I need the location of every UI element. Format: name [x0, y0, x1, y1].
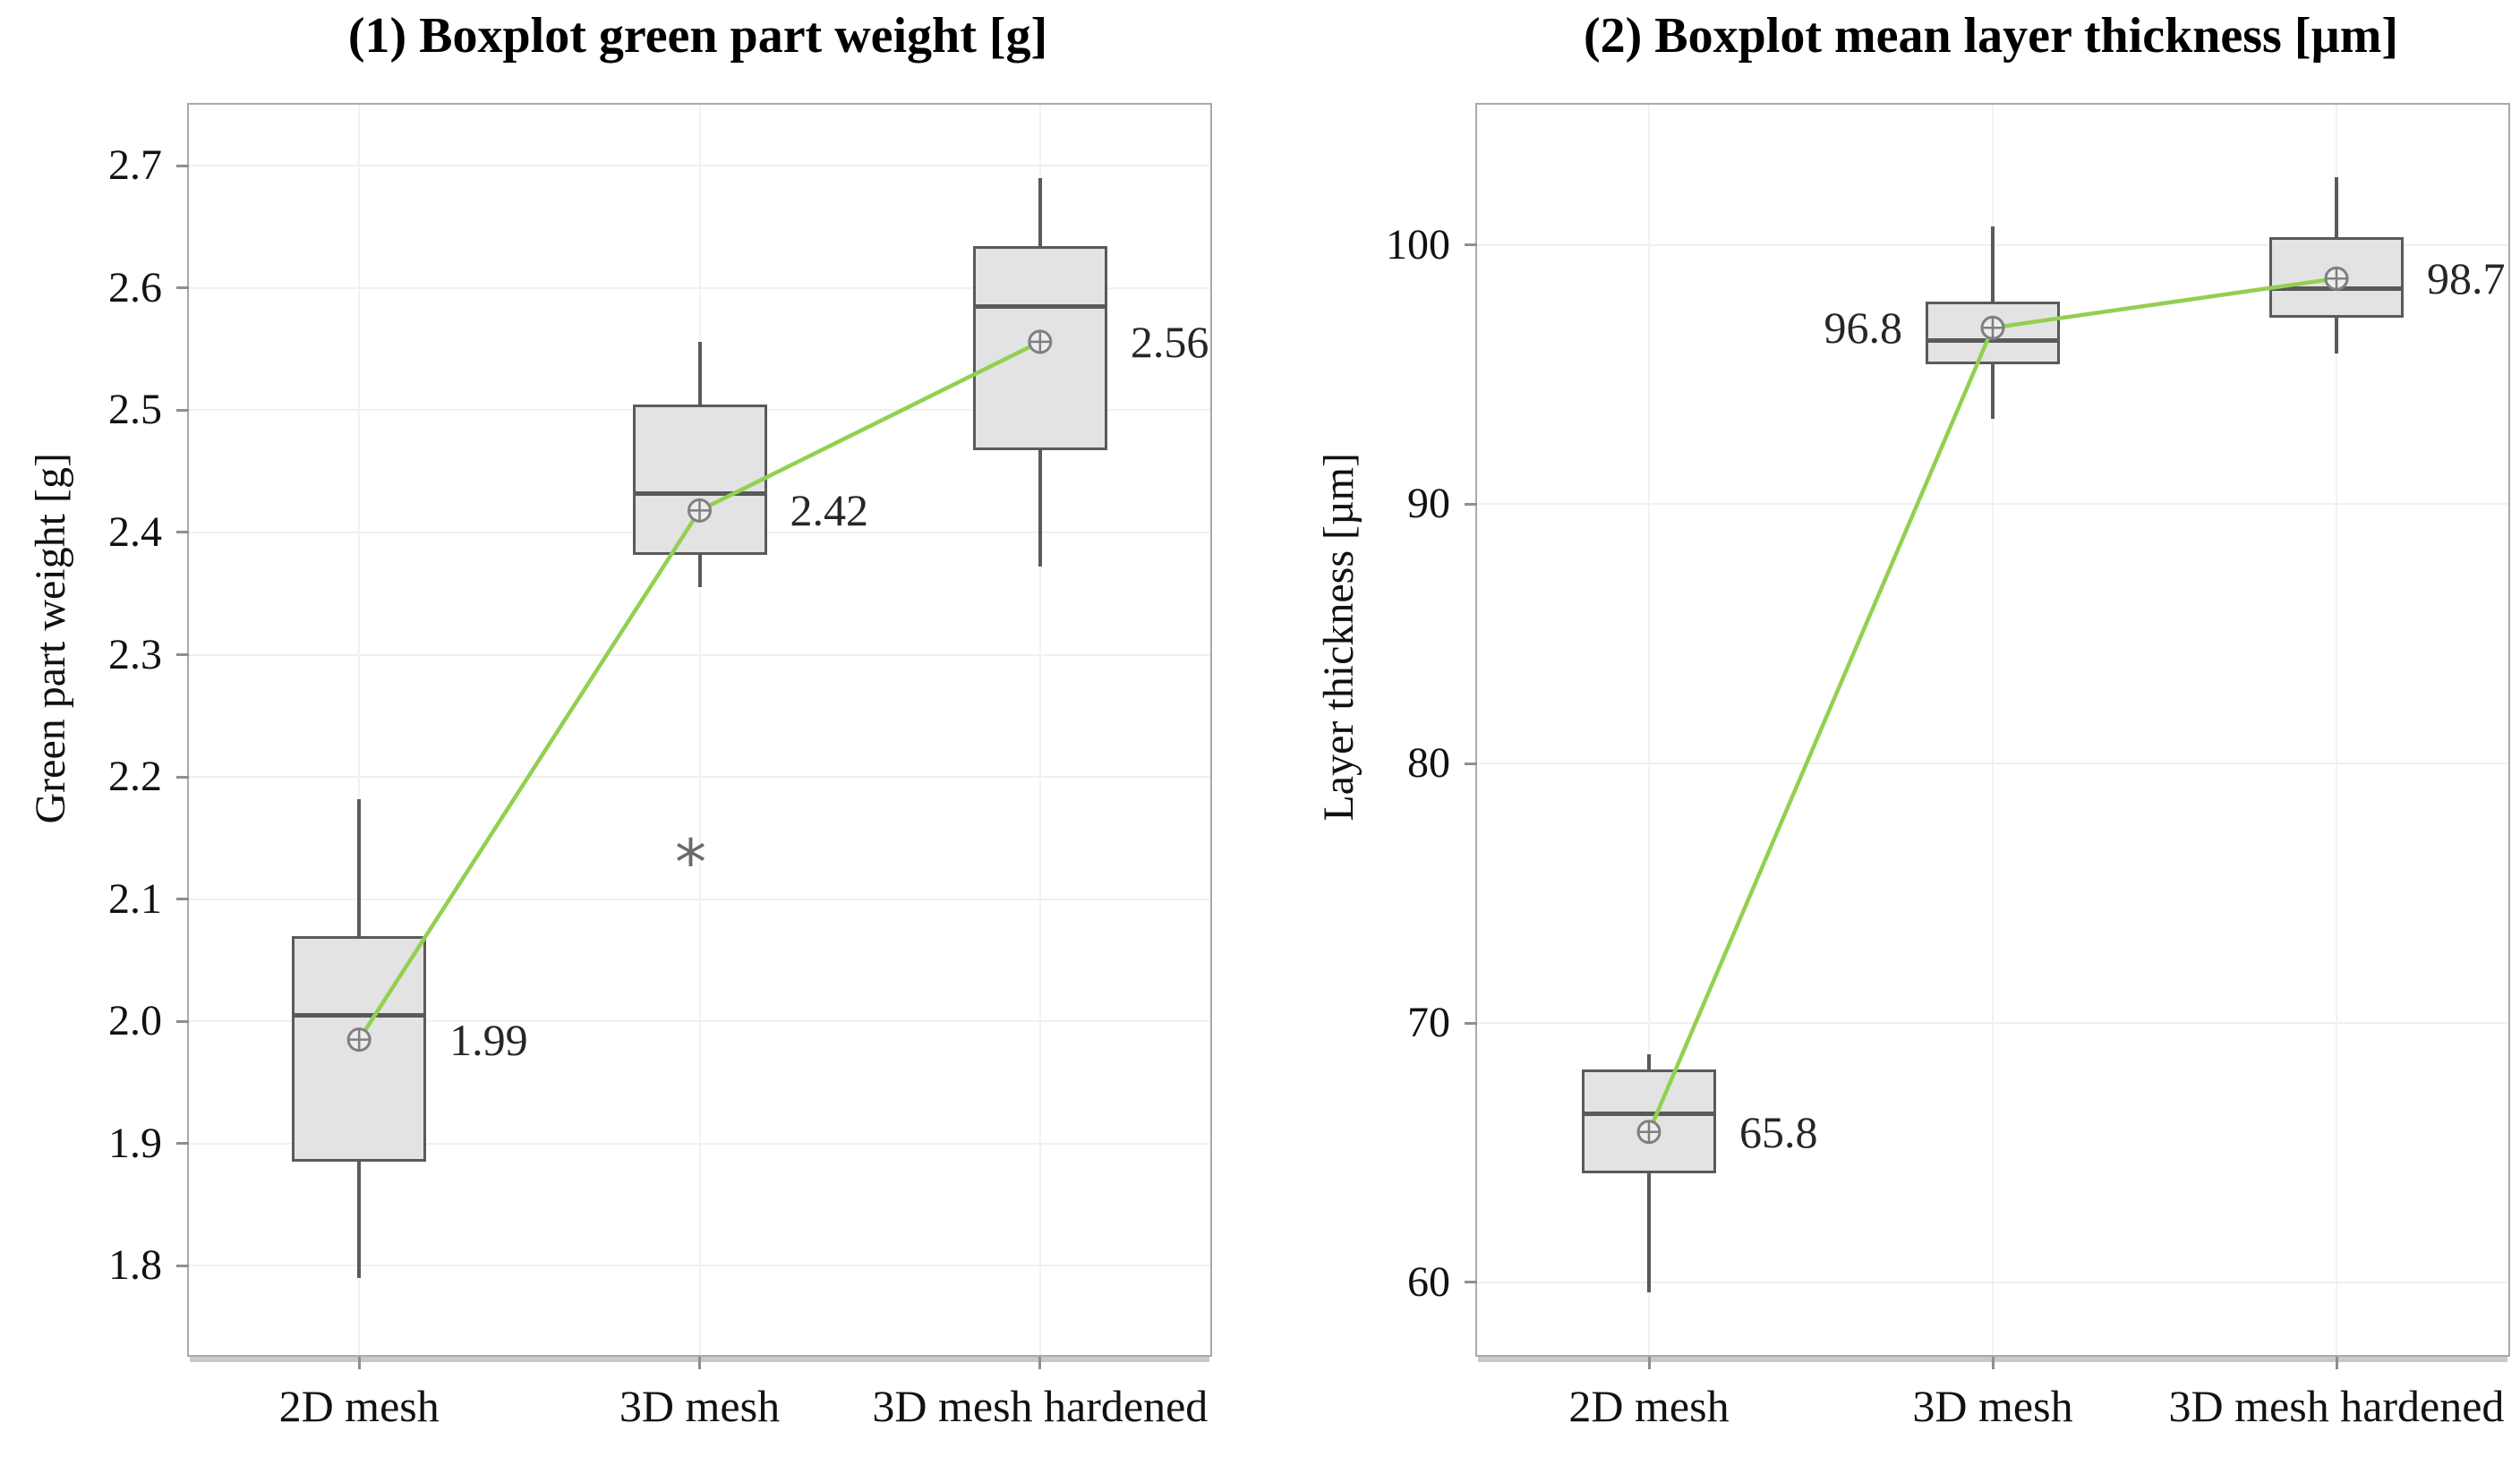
median-line: [292, 1012, 427, 1018]
whisker-upper: [2335, 177, 2338, 237]
mean-value-label: 2.56: [1130, 316, 1209, 367]
x-tick-mark: [2335, 1357, 2338, 1369]
gridline: [1992, 105, 1994, 1355]
whisker-upper: [697, 341, 702, 405]
y-axis-label: Green part weight [g]: [27, 453, 74, 824]
y-tick-label: 2.0: [108, 997, 162, 1045]
gridline: [358, 105, 361, 1355]
whisker-lower: [357, 1162, 362, 1278]
mean-trend-line: [1646, 276, 2337, 1133]
mean-value-label: 1.99: [449, 1014, 528, 1065]
x-tick-mark: [1991, 1357, 1995, 1369]
x-tick-mark: [1038, 1357, 1042, 1369]
y-tick-mark: [1465, 243, 1477, 246]
whisker-lower: [1038, 450, 1042, 567]
gridline: [698, 105, 701, 1355]
mean-value-label: 98.7: [2427, 253, 2506, 304]
y-tick-mark: [176, 1019, 189, 1023]
mean-marker: [1980, 315, 2005, 340]
gridline: [1648, 105, 1650, 1355]
y-tick-label: 60: [1407, 1257, 1450, 1306]
whisker-upper: [1038, 177, 1042, 247]
whisker-upper: [1991, 226, 1995, 302]
y-tick-mark: [176, 1264, 189, 1267]
whisker-upper: [1647, 1053, 1651, 1070]
chart-title: (2) Boxplot mean layer thickness [µm]: [1583, 8, 2399, 64]
y-tick-mark: [1465, 502, 1477, 506]
x-tick-mark: [1647, 1357, 1651, 1369]
x-tick-label: 2D mesh: [1568, 1381, 1730, 1431]
y-tick-label: 2.4: [108, 507, 162, 556]
median-line: [1582, 1111, 1716, 1116]
y-tick-label: 90: [1407, 480, 1450, 528]
y-tick-label: 2.3: [108, 630, 162, 678]
x-tick-label: 3D mesh: [619, 1381, 781, 1431]
gridline: [1038, 105, 1041, 1355]
median-line: [632, 490, 767, 496]
y-tick-mark: [1465, 762, 1477, 765]
y-tick-label: 70: [1407, 999, 1450, 1046]
y-tick-label: 100: [1386, 220, 1450, 268]
y-tick-label: 2.2: [108, 753, 162, 801]
plot-area: 60 70 80 90 100 2D mesh 3D mesh 3D mesh hardene…: [1386, 103, 2510, 1431]
x-tick-mark: [698, 1357, 701, 1369]
median-line: [1926, 338, 2060, 344]
whisker-lower: [697, 554, 702, 588]
y-axis-label: Layer thickness [µm]: [1315, 453, 1363, 822]
y-tick-mark: [1465, 1281, 1477, 1284]
mean-overlay: [1636, 266, 2349, 1145]
mean-marker: [346, 1027, 372, 1052]
whisker-lower: [1991, 363, 1995, 419]
y-tick-label: 2.5: [108, 386, 162, 434]
gridline: [2336, 105, 2337, 1355]
y-tick-mark: [176, 898, 189, 901]
mean-overlay: [346, 329, 1053, 1052]
y-tick-label: 2.6: [108, 263, 162, 311]
y-tick-mark: [176, 775, 189, 779]
mean-value-label: 2.42: [790, 485, 869, 536]
median-line: [972, 303, 1107, 309]
whisker-lower: [2335, 317, 2338, 354]
mean-value-label: 65.8: [1739, 1106, 1818, 1157]
mean-marker: [688, 498, 712, 523]
mean-value-label: 96.8: [1824, 302, 1903, 354]
y-tick-label: 1.8: [108, 1241, 162, 1290]
y-tick-mark: [176, 1142, 189, 1146]
mean-marker: [2324, 266, 2349, 291]
y-tick-mark: [176, 531, 189, 534]
mean-marker: [1636, 1120, 1661, 1145]
plot-area: 1.8 1.9 2.0 2.1 2.2 2.3 2.4 2.5 2.6 2.7 2D mesh 3D …: [108, 103, 1212, 1431]
x-tick-label: 3D mesh hardened: [2168, 1381, 2505, 1431]
y-tick-mark: [176, 653, 189, 657]
y-tick-label: 1.9: [108, 1119, 162, 1167]
mean-marker: [1028, 329, 1053, 354]
x-tick-label: 2D mesh: [278, 1381, 440, 1431]
y-tick-mark: [176, 286, 189, 290]
whisker-lower: [1647, 1173, 1651, 1293]
y-tick-mark: [176, 408, 189, 412]
x-tick-label: 3D mesh: [1912, 1381, 2073, 1431]
x-tick-label: 3D mesh hardened: [872, 1381, 1209, 1431]
y-tick-mark: [1465, 1021, 1477, 1025]
y-tick-mark: [176, 164, 189, 167]
y-tick-label: 80: [1407, 739, 1450, 788]
y-tick-label: 2.7: [108, 141, 162, 190]
whisker-upper: [357, 798, 362, 936]
mean-trend-line: [357, 339, 1041, 1041]
y-tick-label: 2.1: [108, 874, 162, 923]
x-tick-mark: [357, 1357, 361, 1369]
outlier-star: *: [675, 826, 706, 899]
chart-title: (1) Boxplot green part weight [g]: [347, 8, 1048, 64]
box: [632, 404, 767, 555]
